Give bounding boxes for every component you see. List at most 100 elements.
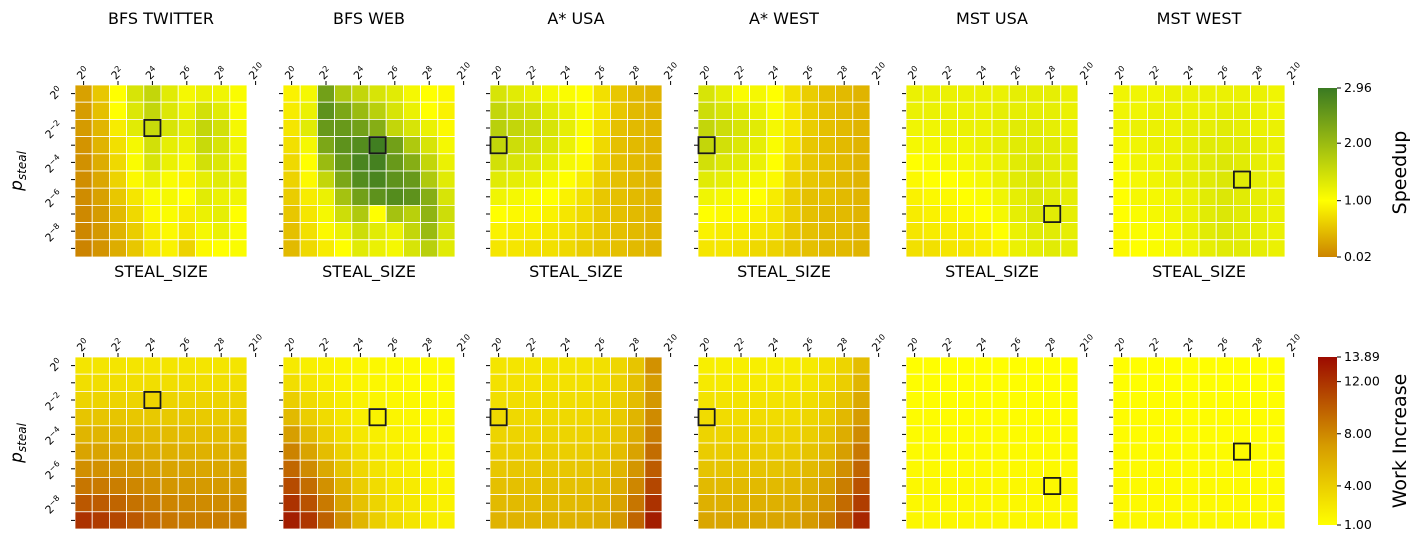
heatmap-cell <box>732 390 751 409</box>
heatmap-cell <box>177 187 196 206</box>
x-tick-label: 210 <box>246 332 268 354</box>
heatmap-cell <box>420 511 439 530</box>
heatmap-cell <box>368 442 387 461</box>
heatmap-cell <box>575 204 594 223</box>
heatmap-cell <box>385 136 404 155</box>
x-tick-label: 26 <box>1215 64 1233 82</box>
heatmap-cell <box>541 408 560 427</box>
heatmap-cell <box>749 408 768 427</box>
heatmap-cell <box>1267 119 1286 138</box>
heatmap-cell <box>922 170 941 189</box>
x-tick-label: 28 <box>419 336 437 354</box>
heatmap-cell <box>74 119 93 138</box>
heatmap-cell <box>610 356 629 375</box>
heatmap-cell <box>1112 136 1131 155</box>
x-axis-label: STEAL_SIZE <box>322 262 416 282</box>
heatmap-cell <box>351 153 370 172</box>
heatmap-cell <box>1026 170 1045 189</box>
heatmap-cell <box>627 442 646 461</box>
heatmap-cell <box>991 239 1010 258</box>
heatmap-cell <box>1112 101 1131 120</box>
heatmap-cell <box>575 187 594 206</box>
heatmap-cell <box>1147 187 1166 206</box>
heatmap-cell <box>800 187 819 206</box>
heatmap-cell <box>800 373 819 392</box>
heatmap-cell <box>177 136 196 155</box>
heatmap-cell <box>212 170 231 189</box>
heatmap-cell <box>160 84 179 103</box>
heatmap-cell <box>610 390 629 409</box>
x-tick-label: 210 <box>869 332 891 354</box>
heatmap-cell <box>974 511 993 530</box>
heatmap-cell <box>368 408 387 427</box>
heatmap-cell <box>524 390 543 409</box>
x-tick-label: 20 <box>74 336 92 354</box>
heatmap-cell <box>316 390 335 409</box>
heatmap-cell <box>852 356 871 375</box>
heatmap-cell <box>905 356 924 375</box>
heatmap-cell <box>749 119 768 138</box>
heatmap-cell <box>1129 425 1148 444</box>
heatmap-cell <box>1147 459 1166 478</box>
heatmap-cell <box>385 476 404 495</box>
heatmap-cell <box>1026 356 1045 375</box>
heatmap-cell <box>402 84 421 103</box>
heatmap-cell <box>1129 204 1148 223</box>
heatmap-cell <box>1147 390 1166 409</box>
heatmap-cell <box>783 119 802 138</box>
heatmap-cell <box>818 136 837 155</box>
heatmap-cell <box>766 390 785 409</box>
heatmap-cell <box>818 408 837 427</box>
heatmap-cell <box>420 204 439 223</box>
x-tick-label: 210 <box>661 60 683 82</box>
heatmap-cell <box>732 425 751 444</box>
heatmap-cell <box>1181 494 1200 513</box>
heatmap-cell <box>1026 84 1045 103</box>
heatmap-cell <box>1181 476 1200 495</box>
heatmap-cell <box>957 425 976 444</box>
heatmap-cell <box>160 153 179 172</box>
heatmap-cell <box>922 408 941 427</box>
heatmap-cell <box>194 222 213 241</box>
heatmap-cell <box>714 356 733 375</box>
heatmap-cell <box>783 459 802 478</box>
heatmap-cell <box>194 101 213 120</box>
heatmap-cell <box>800 442 819 461</box>
heatmap-cell <box>1267 153 1286 172</box>
heatmap-cell <box>126 476 145 495</box>
heatmap-cell <box>783 187 802 206</box>
heatmap-cell <box>282 356 301 375</box>
heatmap-cell <box>437 101 456 120</box>
heatmap-cell <box>316 356 335 375</box>
heatmap-cell <box>1250 356 1269 375</box>
heatmap-cell <box>1267 187 1286 206</box>
heatmap-cell <box>1267 356 1286 375</box>
x-tick-label: 20 <box>697 336 715 354</box>
heatmap-cell <box>558 373 577 392</box>
heatmap-cell <box>489 408 508 427</box>
heatmap-cell <box>351 425 370 444</box>
heatmap-cell <box>766 170 785 189</box>
heatmap-cell <box>299 459 318 478</box>
heatmap-cell <box>644 204 663 223</box>
x-tick-label: 24 <box>557 64 575 82</box>
heatmap-cell <box>334 511 353 530</box>
heatmap-cell <box>160 101 179 120</box>
heatmap-cell <box>558 425 577 444</box>
heatmap-cell <box>1198 459 1217 478</box>
heatmap-cell <box>351 84 370 103</box>
x-tick-label: 210 <box>454 60 476 82</box>
heatmap-cell <box>610 408 629 427</box>
heatmap-cell <box>91 84 110 103</box>
heatmap-cell <box>575 170 594 189</box>
heatmap-cell <box>316 425 335 444</box>
heatmap-cell <box>991 390 1010 409</box>
heatmap-cell <box>1060 84 1079 103</box>
heatmap-cell <box>160 222 179 241</box>
heatmap-cell <box>541 187 560 206</box>
heatmap-cell <box>558 170 577 189</box>
heatmap-cell <box>783 222 802 241</box>
heatmap-cell <box>177 425 196 444</box>
heatmap-cell <box>229 511 248 530</box>
heatmap-cell <box>91 239 110 258</box>
